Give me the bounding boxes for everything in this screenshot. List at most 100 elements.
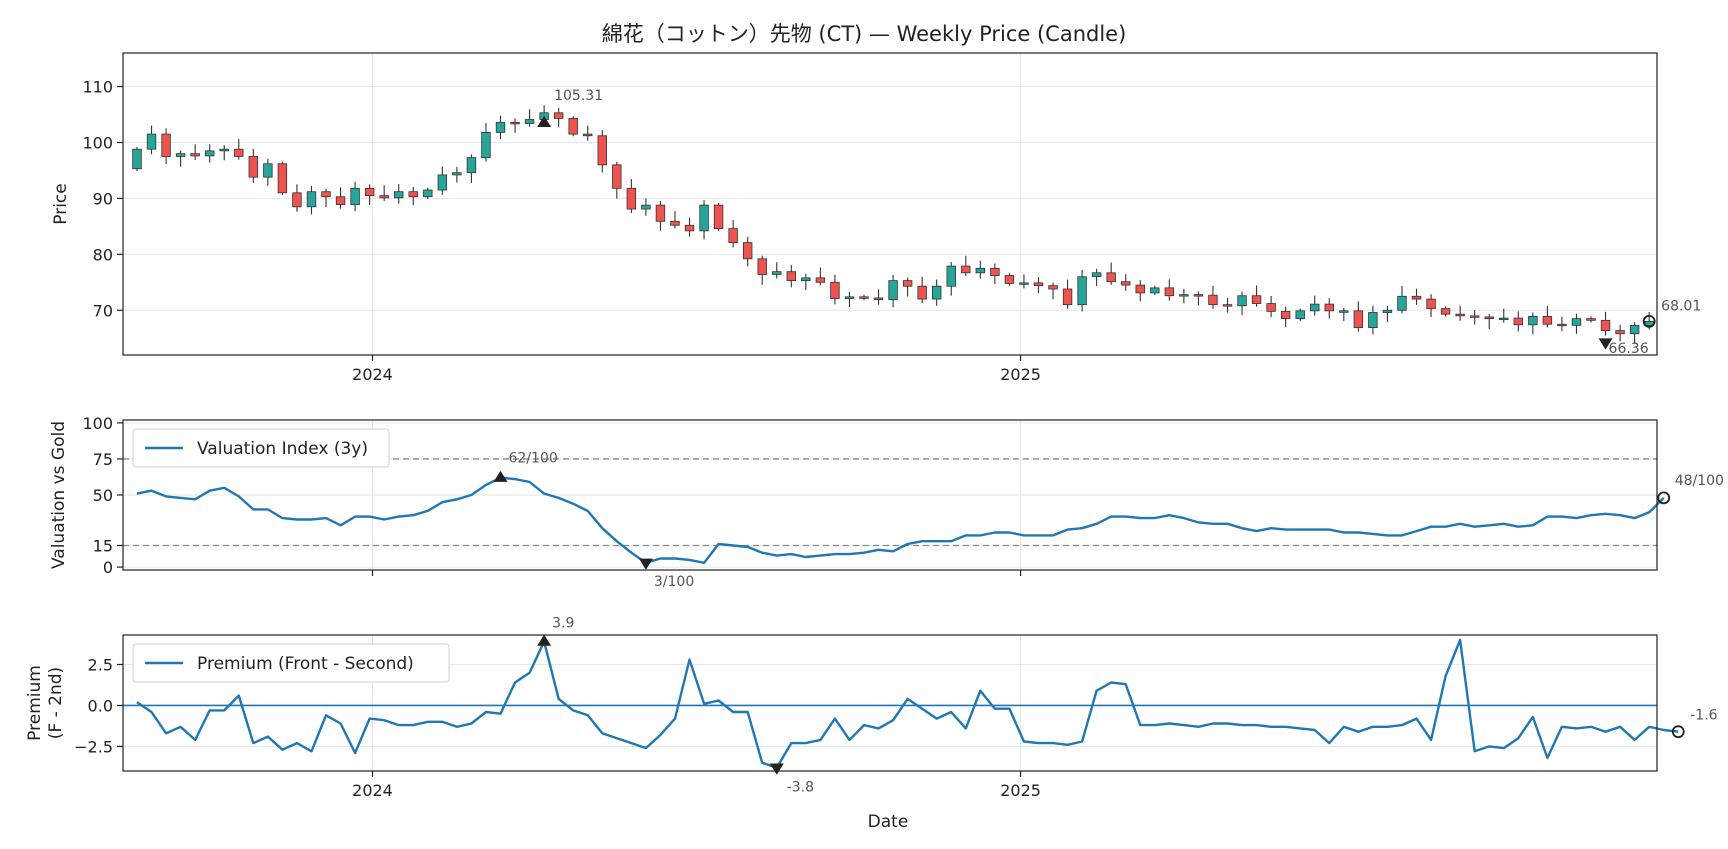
candle-body	[844, 296, 855, 299]
valuation-line	[136, 476, 1665, 564]
candle-body	[1004, 275, 1015, 284]
last-annotation: 48/100	[1675, 473, 1724, 489]
x-tick-label: 2025	[1000, 365, 1041, 384]
candle-body	[1368, 312, 1378, 328]
candle-body	[684, 224, 695, 232]
candle-body	[219, 148, 229, 152]
candle-body	[990, 267, 1000, 276]
candle-body	[394, 191, 404, 199]
candle-body	[961, 265, 971, 274]
candle-body	[408, 191, 418, 198]
last-annotation: 68.01	[1661, 298, 1701, 314]
legend-box	[132, 428, 390, 468]
last-annotation: -1.6	[1690, 708, 1717, 724]
candle-body	[1586, 318, 1596, 321]
low-marker	[769, 763, 784, 775]
candle-body	[1164, 287, 1175, 297]
candle-body	[902, 280, 913, 287]
candle-body	[350, 187, 360, 205]
candle-body	[1251, 295, 1262, 304]
candle-body	[1121, 281, 1131, 286]
x-axis-label: Date	[868, 812, 909, 832]
candle-body	[190, 153, 200, 157]
low-marker	[638, 558, 653, 570]
y-axis-label: Premium(F - 2nd)	[25, 665, 66, 741]
candle-body	[1615, 330, 1625, 335]
y-axis-label: Price	[51, 183, 71, 224]
candle-body	[873, 297, 884, 301]
y-tick-label: −2.5	[74, 737, 113, 756]
candle-body	[670, 220, 680, 226]
candle-body	[626, 187, 637, 210]
candle-body	[452, 172, 462, 176]
valuation-axes-frame	[122, 419, 1658, 571]
y-tick-label: 80	[93, 245, 113, 264]
candle-body	[1353, 310, 1364, 328]
candle-body	[1484, 316, 1494, 320]
candle-body	[524, 119, 535, 124]
candle-body	[1193, 294, 1204, 297]
candle-body	[1339, 310, 1349, 313]
candle-body	[1440, 308, 1451, 315]
premium-line	[136, 638, 1679, 769]
legend-label: Valuation Index (3y)	[197, 439, 368, 459]
candle-body	[364, 187, 375, 197]
high-annotation: 62/100	[509, 451, 558, 467]
candle-body	[772, 271, 782, 275]
y-tick-label: 2.5	[88, 655, 113, 674]
candle-body	[204, 150, 215, 157]
high-annotation: 3.9	[552, 616, 574, 632]
x-tick-label: 2024	[352, 365, 393, 384]
y-tick-label: 0	[103, 558, 113, 577]
candle-body	[1019, 282, 1029, 285]
candle-body	[699, 204, 709, 232]
candle-body	[1513, 317, 1524, 326]
x-tick-label: 2025	[1000, 781, 1041, 800]
candle-body	[786, 271, 797, 282]
candle-body	[1295, 310, 1305, 320]
y-tick-label: 15	[93, 536, 113, 555]
y-axis-label-line: Premium	[25, 665, 45, 741]
candle-body	[292, 192, 302, 208]
candle-body	[1528, 316, 1538, 326]
price-panel: 2024 2025 70 80 90 100 110 105.31 66.36 68.01 Pric…	[51, 52, 1701, 384]
candle-body	[1033, 282, 1044, 287]
candle-body	[248, 156, 259, 178]
candle-body	[612, 164, 622, 189]
candle-body	[1179, 294, 1189, 297]
candle-body	[946, 265, 956, 287]
candle-body	[830, 281, 840, 299]
candle-body	[1266, 303, 1276, 312]
candle-body	[641, 204, 651, 210]
candle-body	[1077, 276, 1087, 306]
high-marker	[493, 470, 508, 482]
last-marker	[1671, 725, 1685, 739]
legend-box	[132, 643, 450, 683]
last-marker	[1642, 314, 1656, 328]
candle-body	[932, 285, 942, 300]
low-annotation: -3.8	[787, 780, 814, 796]
candle-body	[306, 191, 317, 208]
candle-body	[1062, 288, 1073, 306]
candle-body	[277, 163, 288, 194]
low-annotation: 3/100	[654, 574, 694, 590]
candle-body	[1208, 294, 1218, 306]
candle-body	[423, 189, 433, 198]
candle-body	[1237, 295, 1247, 307]
candle-body	[1091, 272, 1102, 278]
candle-body	[553, 112, 564, 119]
candle-body	[1469, 315, 1480, 318]
candle-body	[917, 285, 927, 300]
candle-body	[1426, 298, 1436, 309]
candle-body	[801, 277, 811, 282]
candle-body	[263, 163, 273, 178]
candle-body	[335, 196, 346, 205]
candle-body	[1571, 318, 1582, 326]
candle-body	[1150, 287, 1160, 294]
low-marker	[1598, 338, 1613, 350]
candle-body	[975, 267, 986, 274]
y-tick-label: 0.0	[88, 696, 113, 715]
candle-body	[815, 277, 826, 283]
candle-body	[161, 133, 171, 157]
